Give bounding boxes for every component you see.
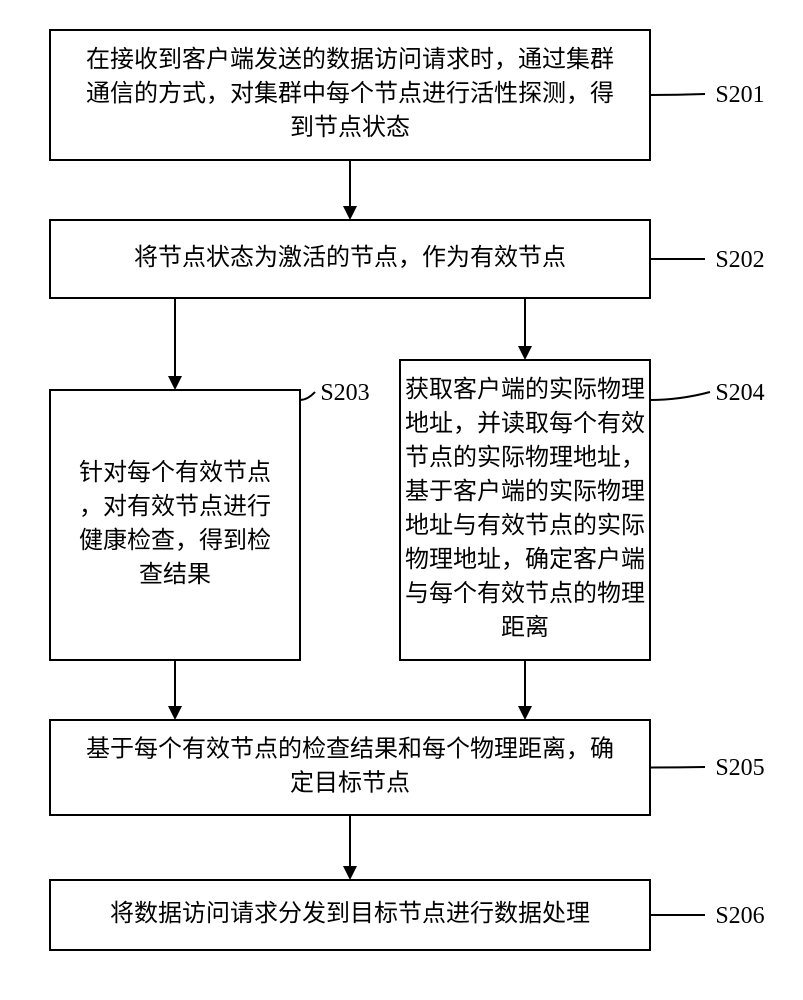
edge-head-s201-s202 bbox=[343, 206, 357, 220]
flow-node-text-s202: 将节点状态为激活的节点，作为有效节点 bbox=[134, 244, 566, 271]
edge-head-s205-s206 bbox=[343, 866, 357, 880]
flow-node-s203 bbox=[50, 390, 300, 660]
edge-head-s202-s204 bbox=[518, 346, 532, 360]
step-label-s202: S202 bbox=[715, 247, 764, 273]
edge-head-s204-s205 bbox=[518, 706, 532, 720]
flow-node-s205 bbox=[50, 720, 650, 815]
label-connector-s203 bbox=[300, 392, 315, 400]
step-label-s204: S204 bbox=[715, 380, 764, 406]
step-label-s201: S201 bbox=[715, 82, 764, 108]
flow-node-text-s206: 将数据访问请求分发到目标节点进行数据处理 bbox=[110, 900, 590, 927]
label-connector-s201 bbox=[650, 94, 705, 95]
label-connector-s204 bbox=[650, 392, 710, 400]
edge-head-s202-s203 bbox=[168, 376, 182, 390]
step-label-s206: S206 bbox=[715, 903, 764, 929]
edge-head-s203-s205 bbox=[168, 706, 182, 720]
step-label-s203: S203 bbox=[320, 380, 369, 406]
label-connector-s205 bbox=[650, 767, 705, 768]
step-label-s205: S205 bbox=[715, 755, 764, 781]
